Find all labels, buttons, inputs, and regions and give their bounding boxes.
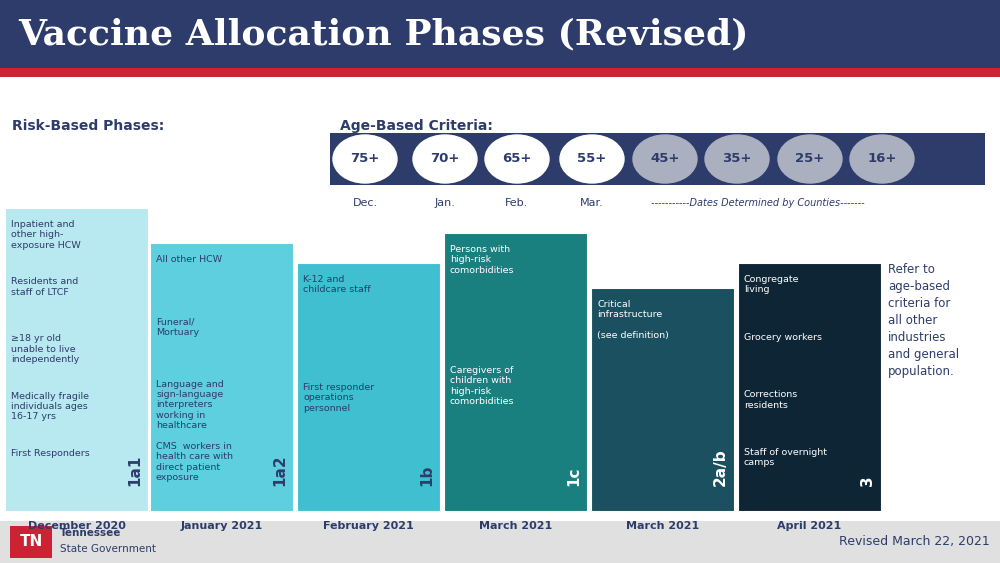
Bar [150, 243, 293, 511]
Text: April 2021: April 2021 [777, 521, 842, 531]
Ellipse shape [778, 135, 842, 183]
Text: Congregate
living: Congregate living [744, 275, 800, 294]
Text: State Government: State Government [60, 544, 156, 554]
Text: 1a1: 1a1 [127, 455, 142, 486]
Bar [10, 526, 52, 558]
Text: Risk-Based Phases:: Risk-Based Phases: [12, 119, 164, 133]
Text: Medically fragile
individuals ages
16-17 yrs: Medically fragile individuals ages 16-17… [11, 391, 89, 421]
Text: -----------Dates Determined by Counties-------: -----------Dates Determined by Counties-… [651, 198, 865, 208]
Text: March 2021: March 2021 [479, 521, 552, 531]
Text: 75+: 75+ [350, 153, 380, 166]
Text: 25+: 25+ [795, 153, 825, 166]
Bar [444, 233, 587, 511]
Text: 16+: 16+ [867, 153, 897, 166]
Text: Grocery workers: Grocery workers [744, 333, 822, 342]
Text: All other HCW: All other HCW [156, 255, 222, 264]
Ellipse shape [560, 135, 624, 183]
Text: Vaccine Allocation Phases (Revised): Vaccine Allocation Phases (Revised) [18, 17, 748, 51]
Text: 55+: 55+ [577, 153, 607, 166]
Bar [0, 0, 1000, 68]
Text: First Responders: First Responders [11, 449, 90, 458]
Text: 70+: 70+ [430, 153, 460, 166]
Text: Refer to
age-based
criteria for
all other
industries
and general
population.: Refer to age-based criteria for all othe… [888, 263, 959, 378]
Text: 45+: 45+ [650, 153, 680, 166]
Ellipse shape [705, 135, 769, 183]
Text: Dec.: Dec. [352, 198, 378, 208]
Text: Jan.: Jan. [435, 198, 455, 208]
Text: Language and
sign-language
interpreters
working in
healthcare: Language and sign-language interpreters … [156, 379, 224, 430]
Text: 3: 3 [860, 475, 875, 486]
Text: Funeral/
Mortuary: Funeral/ Mortuary [156, 318, 199, 337]
Bar [738, 263, 881, 511]
Bar [0, 521, 1000, 563]
Text: December 2020: December 2020 [28, 521, 125, 531]
Text: 1a2: 1a2 [272, 454, 287, 486]
Bar [0, 68, 1000, 77]
Text: CMS  workers in
health care with
direct patient
exposure: CMS workers in health care with direct p… [156, 442, 233, 482]
Text: Age-Based Criteria:: Age-Based Criteria: [340, 119, 493, 133]
Text: Staff of overnight
camps: Staff of overnight camps [744, 448, 827, 467]
Bar [591, 288, 734, 511]
Text: Feb.: Feb. [505, 198, 529, 208]
Text: Residents and
staff of LTCF: Residents and staff of LTCF [11, 277, 78, 297]
Text: Tennessee: Tennessee [60, 528, 121, 538]
Text: Revised March 22, 2021: Revised March 22, 2021 [839, 535, 990, 548]
Text: Critical
infrastructure

(see definition): Critical infrastructure (see definition) [597, 300, 669, 340]
Ellipse shape [850, 135, 914, 183]
Text: January 2021: January 2021 [180, 521, 263, 531]
Text: Persons with
high-risk
comorbidities: Persons with high-risk comorbidities [450, 245, 514, 275]
Text: Mar.: Mar. [580, 198, 604, 208]
Text: February 2021: February 2021 [323, 521, 414, 531]
Text: Caregivers of
children with
high-risk
comorbidities: Caregivers of children with high-risk co… [450, 366, 514, 406]
Text: ≥18 yr old
unable to live
independently: ≥18 yr old unable to live independently [11, 334, 79, 364]
Text: 2a/b: 2a/b [713, 448, 728, 486]
Ellipse shape [485, 135, 549, 183]
Text: 35+: 35+ [722, 153, 752, 166]
Text: 65+: 65+ [502, 153, 532, 166]
Ellipse shape [413, 135, 477, 183]
Ellipse shape [333, 135, 397, 183]
Text: March 2021: March 2021 [626, 521, 699, 531]
Bar [330, 133, 985, 185]
Text: 1b: 1b [419, 464, 434, 486]
Text: 1c: 1c [566, 467, 581, 486]
Bar [297, 263, 440, 511]
Ellipse shape [633, 135, 697, 183]
Text: Corrections
residents: Corrections residents [744, 390, 798, 410]
Bar [5, 208, 148, 511]
Text: Inpatient and
other high-
exposure HCW: Inpatient and other high- exposure HCW [11, 220, 81, 250]
Text: First responder
operations
personnel: First responder operations personnel [303, 383, 374, 413]
Text: TN: TN [19, 534, 43, 549]
Text: K-12 and
childcare staff: K-12 and childcare staff [303, 275, 371, 294]
